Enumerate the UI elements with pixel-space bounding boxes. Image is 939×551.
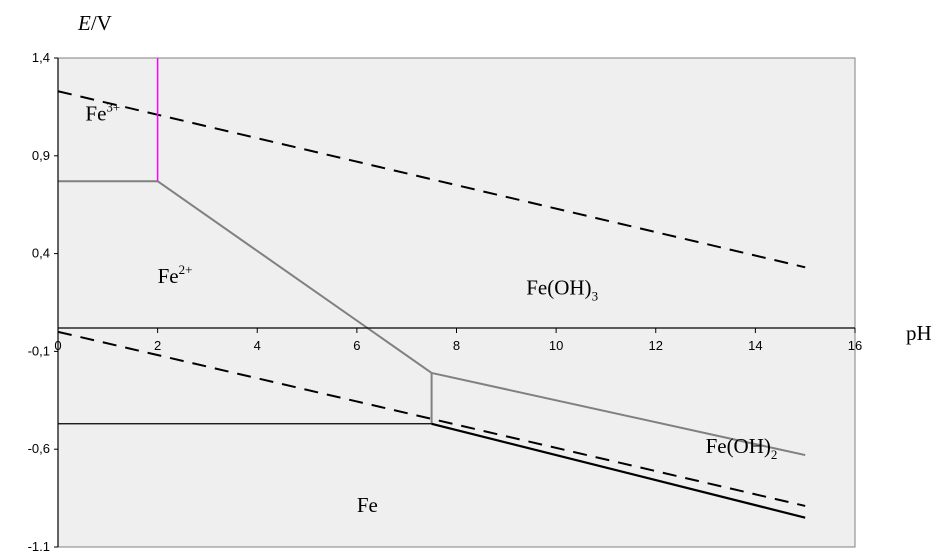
x-tick-label: 2 <box>154 338 161 353</box>
axis-layer: -1,1 -0,6 -0,1 0,4 0,9 1,4 0 2 4 6 8 10 12 14 16 <box>28 50 863 551</box>
x-tick-label: 0 <box>54 338 61 353</box>
x-axis-title: pH <box>906 321 932 345</box>
y-tick-label: 1,4 <box>32 50 50 65</box>
x-tick-label: 14 <box>748 338 762 353</box>
region-labels: Fe3+ Fe2+ Fe(OH)3 Fe(OH)2 Fe <box>85 100 777 517</box>
region-label: Fe3+ <box>85 100 120 126</box>
y-axis-title-variable: E <box>77 11 91 35</box>
x-tick-label: 12 <box>649 338 663 353</box>
series-line-water-upper-dashed <box>57 90 806 269</box>
x-tick-label: 8 <box>453 338 460 353</box>
y-tick-label: -0,6 <box>28 441 50 456</box>
y-axis-title: E/V <box>77 11 112 35</box>
y-tick-label: 0,9 <box>32 148 50 163</box>
series-line-fe2-feoh3 <box>157 180 433 374</box>
series-layer <box>57 58 806 519</box>
series-line-feoh2-fe <box>431 422 806 519</box>
y-tick-label: -0,1 <box>28 343 50 358</box>
x-tick-label: 4 <box>254 338 261 353</box>
x-tick-label: 10 <box>549 338 563 353</box>
x-tick-label: 16 <box>848 338 862 353</box>
region-label: Fe(OH)3 <box>526 276 598 304</box>
y-axis-title-unit: /V <box>91 11 112 35</box>
series-line-feoh3-feoh2 <box>431 371 806 457</box>
region-label: Fe2+ <box>158 262 193 288</box>
x-tick-label: 6 <box>353 338 360 353</box>
region-label: Fe <box>357 493 378 517</box>
y-tick-label: 0,4 <box>32 246 50 261</box>
series-line-water-lower-dashed <box>57 330 806 507</box>
y-tick-label: -1,1 <box>28 539 50 551</box>
plot-area <box>58 58 855 547</box>
region-label: Fe(OH)2 <box>706 434 778 462</box>
